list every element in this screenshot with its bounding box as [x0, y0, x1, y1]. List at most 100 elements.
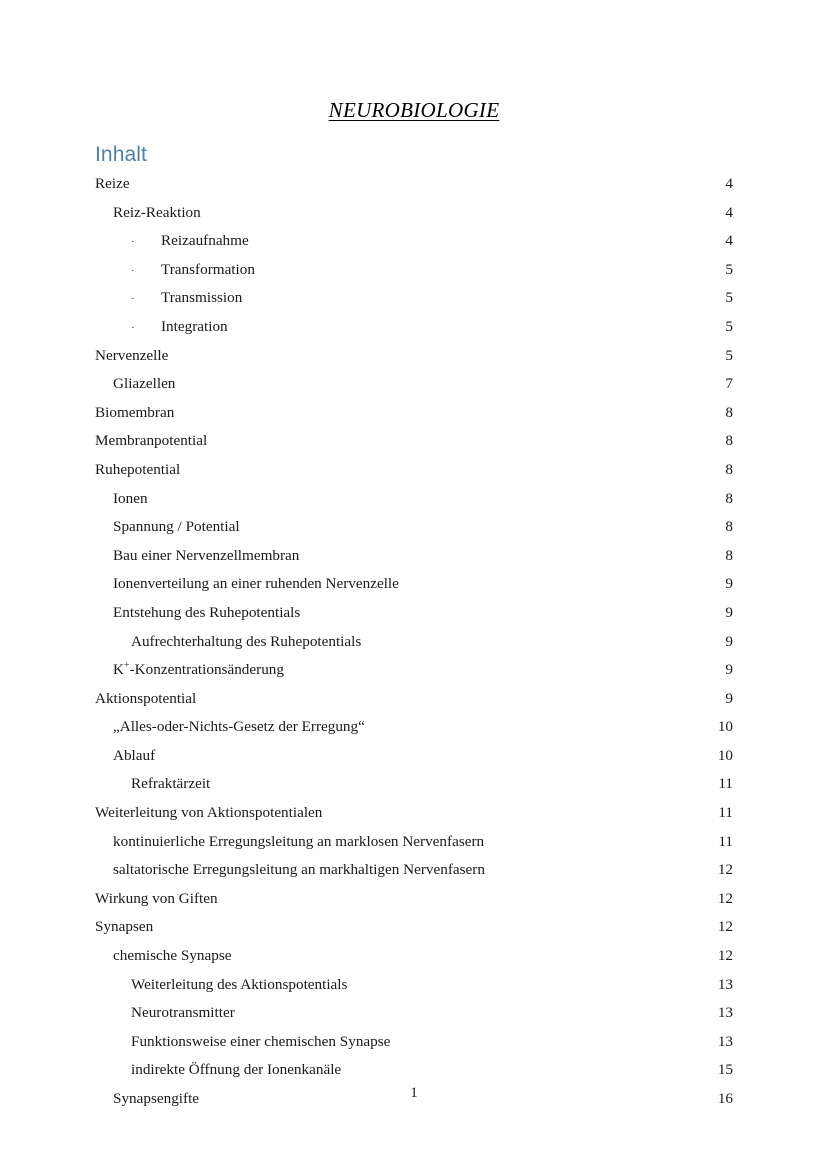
toc-entry[interactable]: Gliazellen 7 — [95, 370, 733, 399]
toc-entry-label: indirekte Öffnung der Ionenkanäle — [131, 1061, 342, 1079]
toc-entry[interactable]: · Transmission 5 — [95, 284, 733, 313]
toc-entry-page-number: 5 — [725, 346, 733, 364]
toc-entry[interactable]: Membranpotential 8 — [95, 427, 733, 456]
toc-entry-page-number: 8 — [725, 518, 733, 536]
toc-entry[interactable]: Aufrechterhaltung des Ruhepotentials 9 — [95, 628, 733, 657]
toc-entry-label: Aufrechterhaltung des Ruhepotentials — [131, 632, 362, 650]
toc-entry-label: Funktionsweise einer chemischen Synapse — [131, 1032, 391, 1050]
toc-entry[interactable]: chemische Synapse 12 — [95, 942, 733, 971]
toc-entry-page-number: 8 — [725, 489, 733, 507]
toc-dot-leader — [229, 316, 706, 331]
toc-entry-page-number: 11 — [718, 804, 733, 822]
document-title-text: NEUROBIOLOGIE — [328, 98, 500, 122]
toc-entry[interactable]: Ruhepotential 8 — [95, 456, 733, 485]
toc-entry-label: „Alles-oder-Nichts-Gesetz der Erregung“ — [113, 718, 365, 736]
toc-entry-label: Ionen — [113, 489, 148, 507]
toc-entry[interactable]: · Reizaufnahme 4 — [95, 227, 733, 256]
toc-entry-label: Membranpotential — [95, 432, 208, 450]
toc-entry[interactable]: Synapsen 12 — [95, 913, 733, 942]
toc-dot-leader — [391, 1031, 706, 1046]
toc-entry-label: Entstehung des Ruhepotentials — [113, 603, 301, 621]
toc-dot-leader — [215, 773, 706, 788]
toc-entry[interactable]: Ionenverteilung an einer ruhenden Nerven… — [95, 570, 733, 599]
toc-dot-leader — [236, 1002, 706, 1017]
toc-entry[interactable]: Weiterleitung des Aktionspotentials 13 — [95, 971, 733, 1000]
toc-dot-leader — [180, 373, 706, 388]
toc-entry[interactable]: „Alles-oder-Nichts-Gesetz der Erregung“ 1… — [95, 713, 733, 742]
toc-entry-page-number: 12 — [717, 918, 733, 936]
table-of-contents: Reize 4 Reiz-Reaktion 4 · Reizaufnahme 4 · Trans… — [95, 170, 733, 1114]
toc-entry-page-number: 4 — [725, 203, 733, 221]
toc-dot-leader — [223, 888, 706, 903]
toc-entry-page-number: 5 — [725, 289, 733, 307]
toc-dot-leader — [241, 516, 706, 531]
toc-entry[interactable]: · Transformation 5 — [95, 256, 733, 285]
toc-entry-label: Neurotransmitter — [131, 1004, 235, 1022]
toc-entry[interactable]: Wirkung von Giften 12 — [95, 885, 733, 914]
toc-dot-leader — [301, 602, 706, 617]
toc-entry-label: Weiterleitung des Aktionspotentials — [131, 975, 348, 993]
toc-dot-leader — [489, 830, 706, 845]
toc-entry-label: Weiterleitung von Aktionspotentialen — [95, 804, 323, 822]
toc-entry-page-number: 8 — [725, 546, 733, 564]
toc-dot-leader — [260, 259, 706, 274]
toc-entry-label: Reizaufnahme — [161, 232, 249, 250]
toc-entry[interactable]: · Integration 5 — [95, 313, 733, 342]
toc-entry-label: Nervenzelle — [95, 346, 169, 364]
toc-entry[interactable]: Spannung / Potential 8 — [95, 513, 733, 542]
toc-entry-page-number: 15 — [717, 1061, 733, 1079]
toc-entry[interactable]: Biomembran 8 — [95, 399, 733, 428]
toc-entry-page-number: 12 — [717, 861, 733, 879]
toc-entry[interactable]: Synapsengifte 16 — [95, 1085, 733, 1114]
toc-entry[interactable]: Reiz-Reaktion 4 — [95, 199, 733, 228]
toc-heading: Inhalt — [95, 143, 147, 166]
toc-entry[interactable]: Funktionsweise einer chemischen Synapse 1… — [95, 1028, 733, 1057]
toc-entry[interactable]: indirekte Öffnung der Ionenkanäle 15 — [95, 1056, 733, 1085]
toc-entry[interactable]: Aktionspotential 9 — [95, 685, 733, 714]
toc-entry-label: Integration — [161, 317, 228, 335]
toc-entry[interactable]: Refraktärzeit 11 — [95, 770, 733, 799]
toc-entry-label: Transmission — [161, 289, 243, 307]
toc-entry-page-number: 13 — [717, 1032, 733, 1050]
toc-dot-leader — [154, 916, 706, 931]
toc-entry-label: Ruhepotential — [95, 460, 181, 478]
toc-entry-page-number: 4 — [725, 232, 733, 250]
toc-entry[interactable]: Reize 4 — [95, 170, 733, 199]
footer-page-number: 1 — [410, 1085, 418, 1101]
toc-entry[interactable]: Entstehung des Ruhepotentials 9 — [95, 599, 733, 628]
toc-entry-label: Biomembran — [95, 403, 175, 421]
toc-dot-leader — [212, 430, 706, 445]
toc-entry-page-number: 9 — [725, 661, 733, 679]
toc-entry[interactable]: Bau einer Nervenzellmembran 8 — [95, 542, 733, 571]
toc-dot-leader — [352, 973, 706, 988]
toc-entry-label: Spannung / Potential — [113, 518, 240, 536]
toc-entry-page-number: 10 — [717, 746, 733, 764]
toc-entry[interactable]: Ablauf 10 — [95, 742, 733, 771]
toc-dot-leader — [179, 402, 706, 417]
toc-bullet-icon: · — [131, 293, 135, 306]
toc-entry[interactable]: Nervenzelle 5 — [95, 342, 733, 371]
toc-entry[interactable]: Weiterleitung von Aktionspotentialen 11 — [95, 799, 733, 828]
toc-entry[interactable]: Ionen 8 — [95, 485, 733, 514]
toc-entry-page-number: 7 — [725, 375, 733, 393]
toc-dot-leader — [185, 459, 706, 474]
toc-entry[interactable]: kontinuierliche Erregungsleitung an mark… — [95, 828, 733, 857]
toc-dot-leader — [486, 859, 706, 874]
toc-dot-leader — [131, 173, 706, 188]
toc-entry-label: K+-Konzentrationsänderung — [113, 660, 284, 679]
toc-entry-label: Aktionspotential — [95, 689, 197, 707]
toc-entry-label: kontinuierliche Erregungsleitung an mark… — [113, 832, 485, 850]
toc-entry-label: Synapsen — [95, 918, 154, 936]
toc-entry[interactable]: K+-Konzentrationsänderung 9 — [95, 656, 733, 685]
toc-dot-leader — [202, 201, 706, 216]
toc-entry-page-number: 12 — [717, 947, 733, 965]
toc-entry-page-number: 5 — [725, 260, 733, 278]
toc-entry-page-number: 5 — [725, 317, 733, 335]
document-title: NEUROBIOLOGIE — [0, 98, 828, 123]
toc-entry-label: Wirkung von Giften — [95, 889, 218, 907]
toc-entry-label: Refraktärzeit — [131, 775, 211, 793]
toc-dot-leader — [327, 802, 706, 817]
toc-entry[interactable]: Neurotransmitter 13 — [95, 999, 733, 1028]
toc-entry[interactable]: saltatorische Erregungsleitung an markha… — [95, 856, 733, 885]
toc-entry-page-number: 9 — [725, 689, 733, 707]
